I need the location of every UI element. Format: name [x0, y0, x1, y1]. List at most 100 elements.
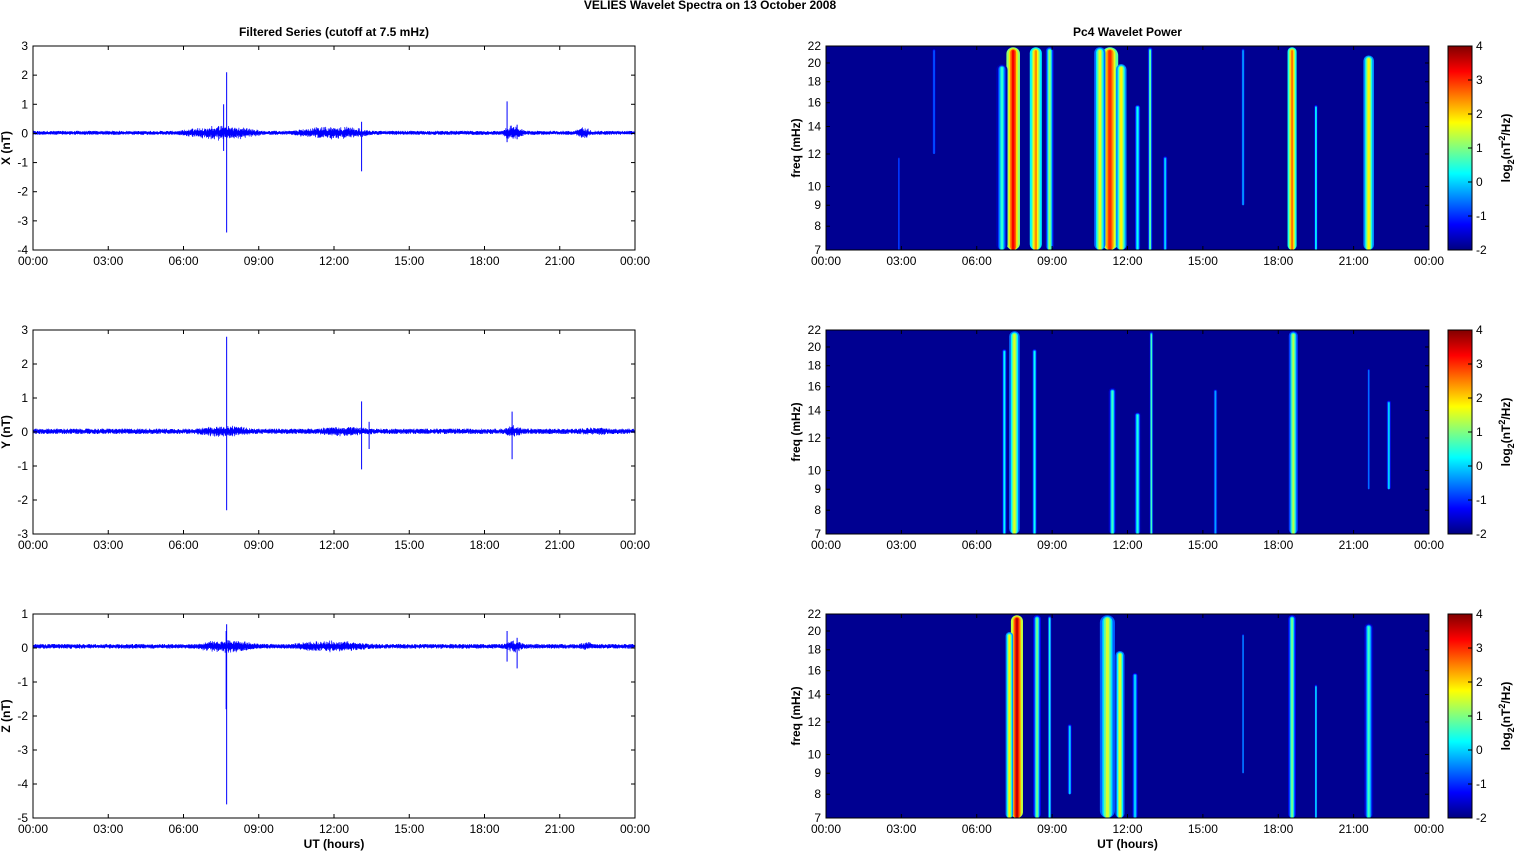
- wavelet-burst: [1008, 635, 1011, 818]
- y-tick-label: 12: [808, 147, 822, 161]
- wavelet-burst: [1036, 618, 1038, 818]
- colorbar-tick-label: 3: [1476, 73, 1483, 87]
- y-tick-label: -4: [17, 777, 28, 791]
- axes-box: [32, 45, 636, 251]
- x-tick-label: 00:00: [811, 538, 841, 552]
- plot-area: [33, 46, 635, 250]
- wavelet-burst: [1011, 50, 1015, 250]
- y-tick-label: 1: [21, 97, 28, 111]
- y-tick-label: 22: [808, 39, 822, 53]
- heatmap-background: [826, 614, 1429, 818]
- wavelet-burst: [1048, 50, 1051, 250]
- x-tick-label: 12:00: [1112, 538, 1142, 552]
- y-tick-label: 22: [808, 323, 822, 337]
- wavelet-burst: [1000, 67, 1004, 250]
- colorbar-tick-label: 0: [1476, 459, 1483, 473]
- x-tick-label: 06:00: [962, 254, 992, 268]
- wavelet-burst: [1105, 618, 1109, 818]
- wavelet-burst: [1292, 334, 1295, 534]
- colorbar-tick-label: 2: [1476, 675, 1483, 689]
- y-tick-label: 7: [814, 527, 821, 541]
- colorbar-label: log2(nT2/Hz): [1497, 398, 1515, 467]
- x-tick-label: 15:00: [394, 538, 424, 552]
- x-tick-label: 18:00: [469, 822, 499, 836]
- heatmap-background: [826, 330, 1429, 534]
- y-tick-label: 20: [808, 624, 822, 638]
- wavelet-burst: [1111, 390, 1114, 534]
- y-tick-label: 1: [21, 391, 28, 405]
- colorbar-tick-label: -1: [1476, 209, 1487, 223]
- y-axis-label: Y (nT): [0, 415, 13, 449]
- y-tick-label: 2: [21, 68, 28, 82]
- y-tick-label: -2: [17, 185, 28, 199]
- wavelet-burst: [1315, 686, 1317, 818]
- y-power-chart: 00:00 03:00 06:00 09:00 12:00 15:00 18:00 21:00…: [789, 323, 1444, 552]
- y-tick-label: 9: [814, 198, 821, 212]
- x-tick-label: 12:00: [319, 254, 349, 268]
- x-tick-label: 18:00: [1263, 538, 1293, 552]
- z-power-chart: 00:00 03:00 06:00 09:00 12:00 15:00 18:00 21:00…: [789, 607, 1444, 851]
- series-line: [32, 640, 636, 653]
- y-tick-label: 14: [808, 120, 822, 134]
- x-tick-label: 18:00: [1263, 822, 1293, 836]
- wavelet-burst: [1388, 402, 1390, 490]
- x-tick-label: 09:00: [1037, 822, 1067, 836]
- colorbar-tick-label: 2: [1476, 107, 1483, 121]
- x-tick-label: 21:00: [1339, 822, 1369, 836]
- axes-box: [825, 329, 1430, 535]
- colorbar-label-sup: 2: [1497, 136, 1507, 141]
- colorbar-label-end: /Hz): [1499, 398, 1513, 420]
- wavelet-burst: [1108, 50, 1112, 250]
- colorbar-label-sub: 2: [1506, 443, 1515, 448]
- y-series-chart: 00:00 03:00 06:00 09:00 12:00 15:00 18:00 21:00…: [0, 323, 650, 552]
- series-line: [32, 125, 636, 141]
- wavelet-burst: [898, 158, 900, 250]
- x-tick-label: 15:00: [394, 822, 424, 836]
- x-tick-label: 09:00: [1037, 538, 1067, 552]
- x-tick-label: 00:00: [1414, 254, 1444, 268]
- x-tick-label: 00:00: [620, 254, 650, 268]
- y-tick-label: 18: [808, 359, 822, 373]
- y-tick-label: 10: [808, 463, 822, 477]
- x-tick-label: 15:00: [394, 254, 424, 268]
- colorbar-label-mid: (nT: [1499, 424, 1513, 443]
- x-tick-label: 09:00: [244, 254, 274, 268]
- subplot-title: Filtered Series (cutoff at 7.5 mHz): [239, 25, 429, 39]
- y-tick-label: 2: [21, 357, 28, 371]
- wavelet-burst: [1136, 414, 1139, 534]
- wavelet-burst: [1136, 106, 1139, 250]
- y-tick-label: -1: [17, 459, 28, 473]
- y-tick-label: 12: [808, 715, 822, 729]
- x-tick-label: 03:00: [93, 822, 123, 836]
- y-tick-label: -3: [17, 527, 28, 541]
- y-tick-label: -2: [17, 709, 28, 723]
- figure-title: VELIES Wavelet Spectra on 13 October 200…: [584, 0, 837, 12]
- colorbar-label-sub: 2: [1506, 727, 1515, 732]
- x-tick-label: 18:00: [469, 254, 499, 268]
- y-tick-label: 7: [814, 243, 821, 257]
- x-tick-label: 15:00: [1188, 822, 1218, 836]
- wavelet-burst: [1013, 334, 1016, 534]
- y-tick-label: -5: [17, 811, 28, 825]
- y-tick-label: 0: [21, 641, 28, 655]
- x-tick-label: 21:00: [545, 254, 575, 268]
- x-tick-label: 06:00: [168, 822, 198, 836]
- colorbar-tick-label: 4: [1476, 607, 1483, 621]
- x-tick-label: 06:00: [962, 538, 992, 552]
- y-axis-label: freq (mHz): [789, 686, 803, 745]
- x-tick-label: 00:00: [1414, 538, 1444, 552]
- y-tick-label: 18: [808, 643, 822, 657]
- colorbar-tick-label: -2: [1476, 243, 1487, 257]
- y-axis-label: freq (mHz): [789, 402, 803, 461]
- x-tick-label: 06:00: [962, 822, 992, 836]
- colorbar-tick-label: -1: [1476, 493, 1487, 507]
- x-tick-label: 00:00: [620, 538, 650, 552]
- x-tick-label: 03:00: [93, 538, 123, 552]
- y-tick-label: -3: [17, 743, 28, 757]
- y-tick-label: 16: [808, 96, 822, 110]
- colorbar-tick-label: -2: [1476, 811, 1487, 825]
- colorbar-label-end: /Hz): [1499, 682, 1513, 704]
- wavelet-burst: [933, 50, 935, 154]
